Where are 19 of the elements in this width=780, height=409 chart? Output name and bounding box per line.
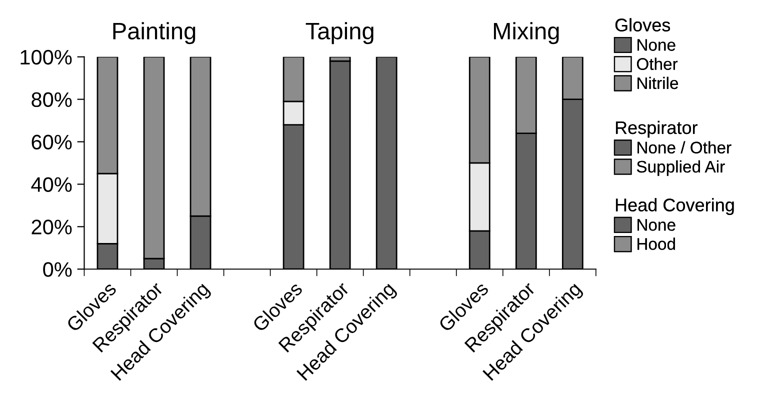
legend-label: Hood	[638, 238, 675, 250]
y-tick-label: 100%	[20, 50, 72, 65]
text: Mixing	[494, 22, 559, 44]
y-tick-label: 0%	[43, 262, 72, 277]
legend-label: None	[638, 219, 676, 231]
y-tick-label: 80%	[32, 92, 72, 108]
text: Taping	[306, 22, 374, 44]
legend-label: Other	[636, 58, 678, 70]
text: Head Covering	[616, 198, 734, 215]
y-tick-label: 40%	[31, 177, 72, 192]
text: Painting	[113, 22, 196, 44]
y-tick-label: 60%	[32, 134, 72, 150]
legend-label: Supplied Air	[636, 160, 725, 176]
y-tick-label: 20%	[32, 220, 72, 234]
legend-label: Nitrile	[638, 76, 678, 90]
text: Respirator	[616, 120, 698, 138]
text: Gloves	[615, 18, 670, 32]
legend-label: None / Other	[638, 141, 732, 154]
legend-label: None	[638, 39, 676, 51]
